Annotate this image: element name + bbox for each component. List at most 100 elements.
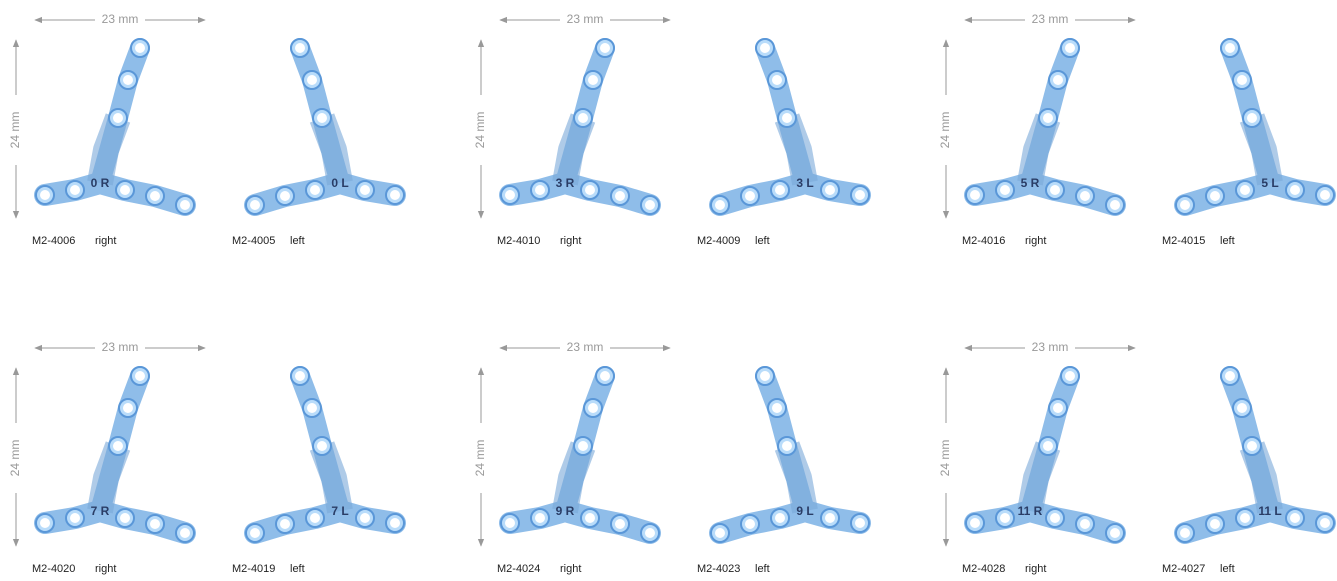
screw-hole-inner [825, 513, 835, 523]
screw-hole-inner [135, 371, 145, 381]
screw-hole-inner [360, 513, 370, 523]
screw-hole-inner [855, 190, 865, 200]
plate-stem-shade [774, 113, 818, 186]
plate-code: M2-4009 [697, 235, 740, 247]
plate-side: right [1025, 563, 1046, 575]
plate-marking: 11 L [1258, 504, 1281, 518]
plate: 3 L [709, 38, 871, 216]
screw-hole-inner [295, 371, 305, 381]
height-label: 24 mm [938, 440, 952, 477]
screw-hole-inner [1050, 185, 1060, 195]
screw-hole-inner [317, 113, 327, 123]
screw-hole-inner [772, 75, 782, 85]
screw-hole-inner [970, 190, 980, 200]
plate: 9 L [709, 366, 871, 544]
screw-hole-inner [135, 43, 145, 53]
width-label: 23 mm [567, 12, 604, 26]
screw-hole-inner [772, 403, 782, 413]
screw-hole-inner [600, 371, 610, 381]
plate-code: M2-4027 [1162, 563, 1205, 575]
screw-hole-inner [1180, 528, 1190, 538]
plate: 0 L [244, 38, 406, 216]
screw-hole-inner [1065, 371, 1075, 381]
screw-hole-inner [1053, 75, 1063, 85]
screw-hole-inner [1110, 528, 1120, 538]
screw-hole-inner [70, 185, 80, 195]
height-label: 24 mm [938, 112, 952, 149]
screw-hole-inner [1043, 113, 1053, 123]
screw-hole-inner [585, 513, 595, 523]
screw-hole-inner [825, 185, 835, 195]
plate-marking: 7 R [91, 504, 110, 518]
plate: 3 R [499, 38, 661, 216]
plate-stem-shade [1017, 113, 1061, 186]
screw-hole-inner [123, 403, 133, 413]
screw-hole-inner [1290, 185, 1300, 195]
screw-hole-inner [360, 185, 370, 195]
plate-group: 23 mm 24 mm 9 R M2-4024 right 9 L M2-4023 left [473, 340, 871, 575]
screw-hole-inner [970, 518, 980, 528]
screw-hole-inner [1180, 200, 1190, 210]
plate-marking: 9 R [556, 504, 575, 518]
screw-hole-inner [615, 519, 625, 529]
screw-hole-inner [588, 75, 598, 85]
width-label: 23 mm [1032, 12, 1069, 26]
plate-side: right [560, 563, 581, 575]
screw-hole-inner [1240, 185, 1250, 195]
screw-hole-inner [390, 518, 400, 528]
screw-hole-inner [1225, 371, 1235, 381]
screw-hole-inner [505, 518, 515, 528]
plate-marking: 9 L [796, 504, 813, 518]
plate-group: 23 mm 24 mm 0 R M2-4006 right 0 L M2-4005 left [8, 12, 406, 247]
plate-side: right [95, 235, 116, 247]
screw-hole-inner [585, 185, 595, 195]
plate-marking: 5 L [1261, 176, 1278, 190]
plate-code: M2-4010 [497, 235, 540, 247]
width-label: 23 mm [567, 340, 604, 354]
plate-side: right [560, 235, 581, 247]
screw-hole-inner [1240, 513, 1250, 523]
screw-hole-inner [715, 528, 725, 538]
screw-hole-inner [295, 43, 305, 53]
screw-hole-inner [615, 191, 625, 201]
screw-hole-inner [1320, 518, 1330, 528]
screw-hole-inner [645, 200, 655, 210]
screw-hole-inner [760, 43, 770, 53]
plate-code: M2-4019 [232, 563, 275, 575]
plate-side: left [1220, 563, 1235, 575]
plate-code: M2-4020 [32, 563, 75, 575]
plate-side: left [1220, 235, 1235, 247]
screw-hole-inner [1237, 403, 1247, 413]
plate-marking: 5 R [1021, 176, 1040, 190]
width-label: 23 mm [1032, 340, 1069, 354]
plate: 11 L [1174, 366, 1336, 544]
screw-hole-inner [250, 200, 260, 210]
screw-hole-inner [745, 519, 755, 529]
screw-hole-inner [1237, 75, 1247, 85]
screw-hole-inner [715, 200, 725, 210]
plate: 5 L [1174, 38, 1336, 216]
plate-marking: 0 R [91, 176, 110, 190]
screw-hole-inner [120, 513, 130, 523]
plate-code: M2-4016 [962, 235, 1005, 247]
screw-hole-inner [1210, 519, 1220, 529]
plate-group: 23 mm 24 mm 7 R M2-4020 right 7 L M2-4019 left [8, 340, 406, 575]
plate-group: 23 mm 24 mm 3 R M2-4010 right 3 L M2-4009 left [473, 12, 871, 247]
screw-hole-inner [775, 185, 785, 195]
width-label: 23 mm [102, 12, 139, 26]
screw-hole-inner [307, 75, 317, 85]
screw-hole-inner [70, 513, 80, 523]
screw-hole-inner [180, 528, 190, 538]
plate-marking: 11 R [1018, 504, 1043, 518]
screw-hole-inner [535, 185, 545, 195]
screw-hole-inner [1110, 200, 1120, 210]
screw-hole-inner [1053, 403, 1063, 413]
plate: 9 R [499, 366, 661, 544]
plate-marking: 7 L [331, 504, 348, 518]
screw-hole-inner [855, 518, 865, 528]
screw-hole-inner [310, 185, 320, 195]
plate-stem-shade [1239, 441, 1283, 514]
plate-marking: 3 L [796, 176, 813, 190]
